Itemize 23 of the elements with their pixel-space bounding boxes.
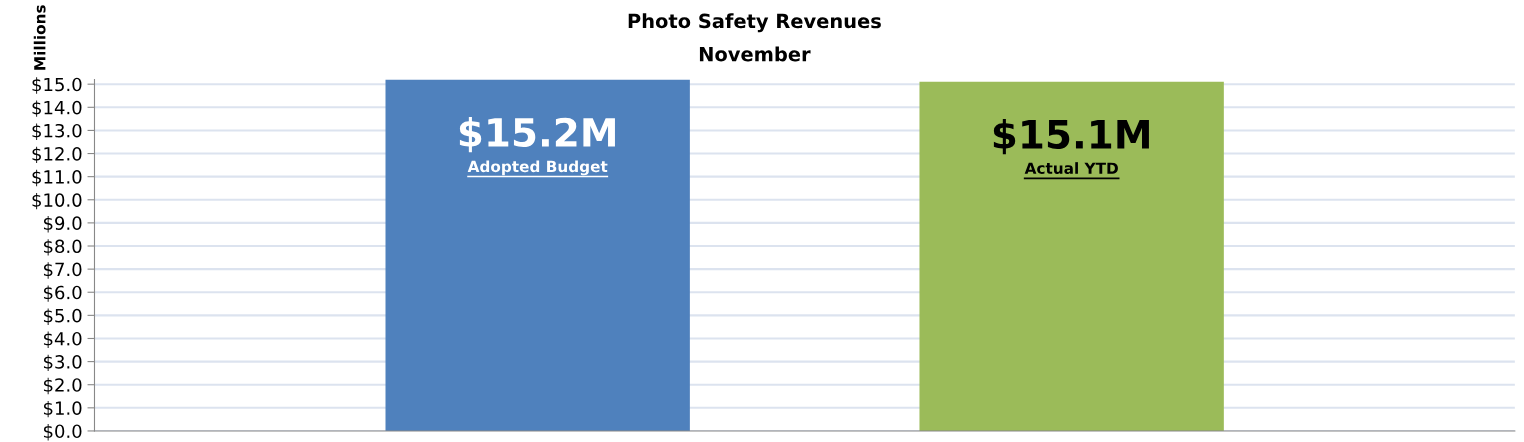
y-tick-label: $0.0 — [43, 424, 82, 441]
y-tick-label: $3.0 — [43, 354, 82, 372]
chart-title: Photo Safety Revenues — [628, 13, 881, 33]
y-tick-label: $1.0 — [43, 400, 82, 418]
data-label: $15.1M — [993, 118, 1149, 155]
y-tick-label: $10.0 — [32, 192, 82, 210]
y-tick-label: $9.0 — [43, 216, 82, 233]
y-tick-label: $13.0 — [32, 123, 82, 140]
data-label: $15.2M — [459, 116, 615, 153]
y-axis-title: Millions — [33, 5, 46, 70]
y-tick-label: $11.0 — [32, 169, 82, 187]
y-tick-label: $15.0 — [32, 77, 82, 94]
y-tick-label: $7.0 — [43, 262, 82, 279]
chart-subtitle: November — [699, 46, 811, 62]
y-tick-label: $4.0 — [43, 331, 82, 348]
y-tick-label: $8.0 — [43, 239, 82, 256]
y-tick-label: $12.0 — [32, 146, 82, 164]
y-tick-label: $6.0 — [43, 285, 82, 302]
y-tick-label: $14.0 — [32, 100, 82, 117]
y-tick-label: $2.0 — [43, 377, 82, 395]
y-tick-label: $5.0 — [43, 308, 82, 325]
x-tick-label: Adopted Budget — [467, 160, 608, 176]
x-tick-label: Actual YTD — [1024, 162, 1118, 174]
